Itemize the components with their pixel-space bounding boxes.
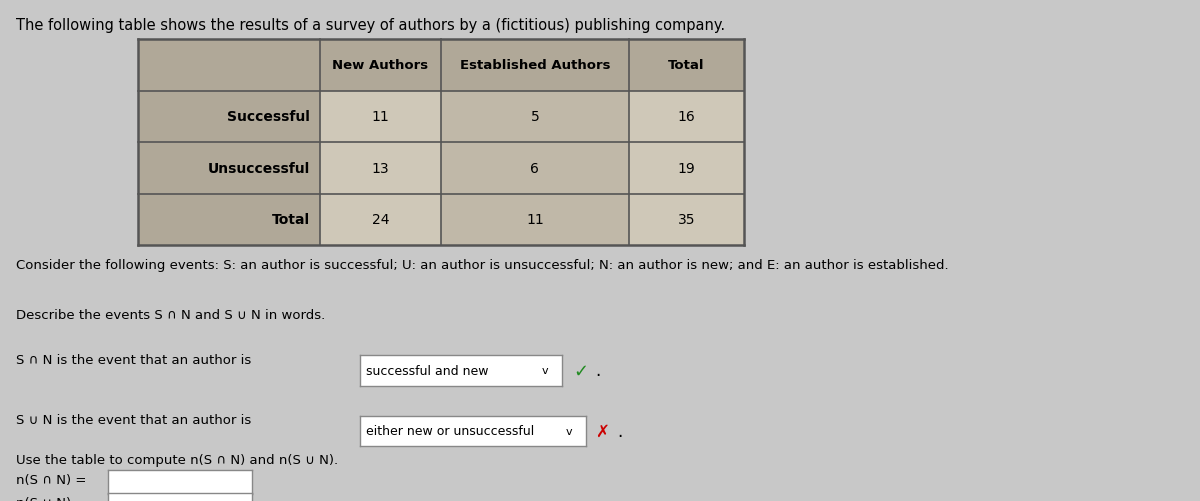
Text: S ∩ N is the event that an author is: S ∩ N is the event that an author is bbox=[16, 353, 251, 366]
Text: Successful: Successful bbox=[227, 110, 310, 124]
Text: successful and new: successful and new bbox=[366, 364, 488, 377]
Text: ✓: ✓ bbox=[574, 362, 589, 380]
Text: Use the table to compute n(S ∩ N) and n(S ∪ N).: Use the table to compute n(S ∩ N) and n(… bbox=[16, 453, 337, 466]
Text: 6: 6 bbox=[530, 161, 539, 175]
Text: Total: Total bbox=[668, 59, 704, 72]
Text: S ∪ N is the event that an author is: S ∪ N is the event that an author is bbox=[16, 413, 251, 426]
Text: The following table shows the results of a survey of authors by a (fictitious) p: The following table shows the results of… bbox=[16, 18, 725, 33]
Text: v: v bbox=[541, 366, 548, 376]
Text: New Authors: New Authors bbox=[332, 59, 428, 72]
Text: Consider the following events: S: an author is successful; U: an author is unsuc: Consider the following events: S: an aut… bbox=[16, 258, 948, 271]
Text: n(S ∪ N) =: n(S ∪ N) = bbox=[16, 496, 86, 501]
Text: 13: 13 bbox=[372, 161, 389, 175]
Text: 35: 35 bbox=[678, 213, 695, 227]
Text: Describe the events S ∩ N and S ∪ N in words.: Describe the events S ∩ N and S ∪ N in w… bbox=[16, 308, 325, 321]
Text: 24: 24 bbox=[372, 213, 389, 227]
Text: 5: 5 bbox=[530, 110, 539, 124]
Text: Unsuccessful: Unsuccessful bbox=[208, 161, 310, 175]
Text: v: v bbox=[565, 426, 572, 436]
Text: .: . bbox=[617, 422, 622, 440]
Text: .: . bbox=[595, 362, 600, 380]
Text: n(S ∩ N) =: n(S ∩ N) = bbox=[16, 473, 86, 486]
Text: Established Authors: Established Authors bbox=[460, 59, 610, 72]
Text: Total: Total bbox=[272, 213, 310, 227]
Text: 19: 19 bbox=[678, 161, 695, 175]
Text: 16: 16 bbox=[678, 110, 695, 124]
Text: ✗: ✗ bbox=[595, 422, 610, 440]
Text: 11: 11 bbox=[372, 110, 389, 124]
Text: either new or unsuccessful: either new or unsuccessful bbox=[366, 424, 534, 437]
Text: 11: 11 bbox=[526, 213, 544, 227]
